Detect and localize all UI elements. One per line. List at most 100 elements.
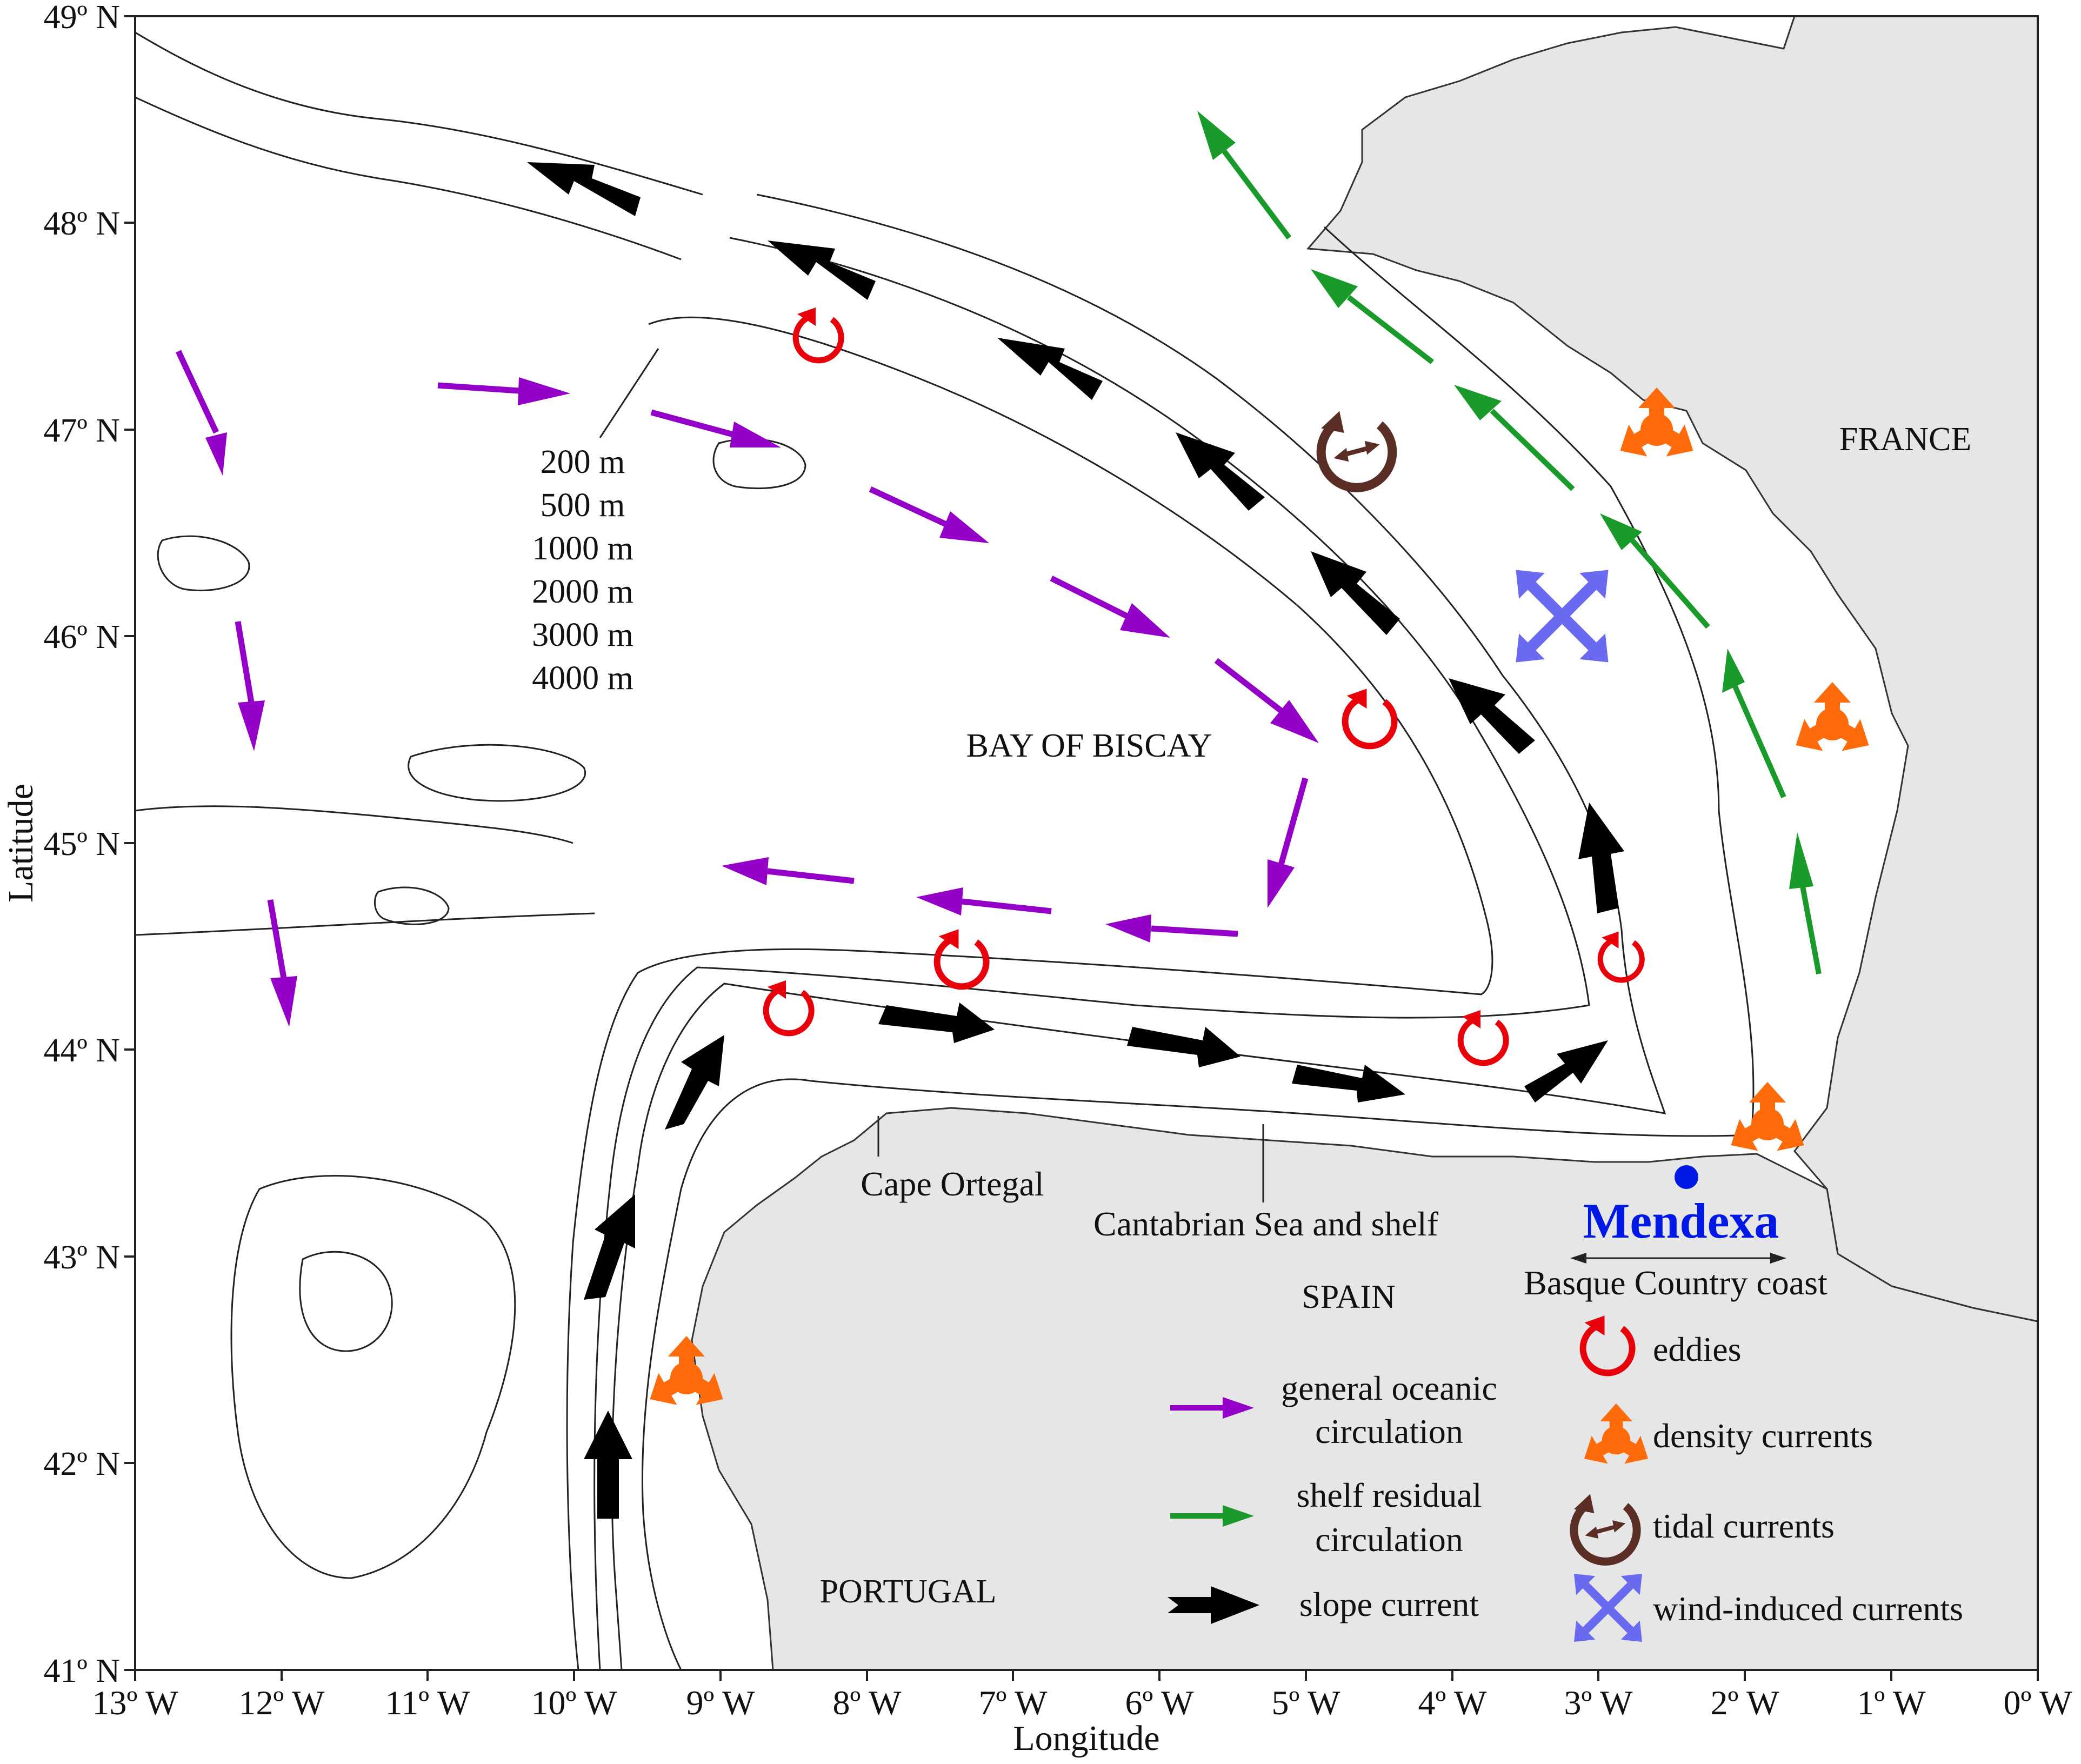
contour-2000m bbox=[566, 316, 1493, 1671]
contour-4000m bbox=[135, 912, 595, 936]
lat-tick-49: 49º N bbox=[44, 0, 121, 36]
oceanic-arrow bbox=[1105, 914, 1238, 943]
oceanic-circulation-arrows bbox=[176, 350, 1319, 1027]
slope-arrow bbox=[997, 338, 1103, 400]
legend-tidal-label: tidal currents bbox=[1653, 1507, 1835, 1545]
slope-arrow bbox=[1127, 1027, 1240, 1067]
lon-tick-12w: 12º W bbox=[238, 1683, 325, 1722]
label-mendexa: Mendexa bbox=[1583, 1193, 1779, 1248]
tidal-icon bbox=[1321, 411, 1392, 488]
legend-wind: wind-induced currents bbox=[1574, 1574, 1963, 1642]
wind-icon bbox=[1516, 570, 1609, 663]
lon-tick-0w: 0º W bbox=[2003, 1683, 2072, 1722]
legend-eddies-label: eddies bbox=[1653, 1330, 1742, 1368]
shelf-arrow bbox=[1722, 649, 1786, 799]
legend-oceanic: general oceanic circulation bbox=[1170, 1369, 1497, 1451]
slope-arrow bbox=[1578, 803, 1624, 913]
slope-arrow bbox=[527, 162, 641, 216]
legend-density-label: density currents bbox=[1653, 1416, 1873, 1455]
oceanic-arrow bbox=[1214, 658, 1319, 743]
legend-shelf-line1: shelf residual bbox=[1297, 1476, 1482, 1514]
lon-tick-5w: 5º W bbox=[1271, 1683, 1340, 1722]
label-cape-ortegal: Cape Ortegal bbox=[861, 1165, 1044, 1203]
slope-arrow bbox=[584, 1411, 632, 1519]
legend-density: density currents bbox=[1578, 1403, 1873, 1473]
shelf-arrow bbox=[1454, 385, 1575, 491]
label-portugal: PORTUGAL bbox=[820, 1573, 997, 1610]
slope-arrow bbox=[878, 1003, 995, 1043]
label-france: FRANCE bbox=[1839, 421, 1972, 458]
lat-tick-42: 42º N bbox=[44, 1446, 121, 1482]
label-basque-coast: Basque Country coast bbox=[1524, 1264, 1827, 1302]
y-axis-title: Latitude bbox=[1, 784, 41, 903]
land-layer bbox=[691, 15, 2039, 1671]
lon-tick-2w: 2º W bbox=[1710, 1683, 1779, 1722]
shelf-arrow bbox=[1600, 513, 1710, 629]
depth-label-200: 200 m bbox=[541, 444, 625, 480]
contour-500m bbox=[611, 193, 1666, 1671]
lon-tick-1w: 1º W bbox=[1857, 1683, 1926, 1722]
label-bay-of-biscay: BAY OF BISCAY bbox=[966, 727, 1212, 764]
contour-north-shelf-2 bbox=[135, 96, 682, 260]
contour-galicia-inner bbox=[299, 1251, 393, 1352]
legend-slope: slope current bbox=[1168, 1585, 1479, 1624]
legend-shelf-line2: circulation bbox=[1315, 1520, 1463, 1559]
shelf-arrow bbox=[1311, 269, 1435, 364]
slope-current-arrows bbox=[527, 162, 1624, 1519]
density-icon bbox=[1789, 682, 1876, 761]
legend-oceanic-line2: circulation bbox=[1315, 1412, 1463, 1451]
legend-tidal: tidal currents bbox=[1574, 1494, 1835, 1561]
slope-arrow bbox=[1311, 551, 1400, 635]
shelf-arrow bbox=[1789, 832, 1822, 974]
lat-tick-46: 46º N bbox=[44, 619, 121, 656]
lon-tick-11w: 11º W bbox=[385, 1683, 470, 1722]
contour-galicia-bank bbox=[230, 1175, 516, 1579]
lon-tick-13w: 13º W bbox=[92, 1683, 178, 1722]
oceanic-arrow bbox=[869, 486, 989, 543]
contour-seamount-center bbox=[408, 744, 586, 802]
oceanic-arrow bbox=[916, 887, 1052, 916]
legend-eddies: eddies bbox=[1583, 1315, 1742, 1373]
lon-tick-3w: 3º W bbox=[1564, 1683, 1633, 1722]
contour-knoll bbox=[712, 438, 806, 490]
lat-tick-41: 41º N bbox=[44, 1653, 121, 1689]
slope-arrow bbox=[1176, 432, 1265, 511]
contour-north-shelf bbox=[135, 31, 703, 196]
basque-coast-extent-arrow bbox=[1570, 1253, 1786, 1264]
oceanic-arrow bbox=[235, 621, 265, 751]
lon-tick-10w: 10º W bbox=[531, 1683, 617, 1722]
oceanic-arrow bbox=[437, 377, 570, 405]
eddy-icon bbox=[1600, 932, 1642, 980]
shelf-circulation-arrows bbox=[1197, 111, 1822, 974]
legend: general oceanic circulation shelf residu… bbox=[1168, 1315, 1963, 1642]
lat-tick-47: 47º N bbox=[44, 412, 121, 449]
label-spain: SPAIN bbox=[1302, 1279, 1395, 1315]
lon-tick-7w: 7º W bbox=[978, 1683, 1048, 1722]
lat-tick-43: 43º N bbox=[44, 1239, 121, 1276]
slope-arrow bbox=[665, 1035, 724, 1130]
lon-axis: 13º W 12º W 11º W 10º W 9º W 8º W 7º W 6… bbox=[92, 1670, 2072, 1722]
contour-seamount-south bbox=[373, 886, 450, 925]
depth-label-500: 500 m bbox=[541, 487, 625, 524]
legend-oceanic-line1: general oceanic bbox=[1281, 1369, 1497, 1407]
lat-tick-45: 45º N bbox=[44, 826, 121, 863]
oceanic-arrow bbox=[267, 899, 297, 1027]
depth-labels: 200 m 500 m 1000 m 2000 m 3000 m 4000 m bbox=[532, 444, 633, 697]
land-france bbox=[1306, 15, 2039, 1322]
eddy-icon bbox=[766, 980, 811, 1033]
label-cantabrian-sea: Cantabrian Sea and shelf bbox=[1093, 1205, 1439, 1243]
slope-arrow bbox=[584, 1194, 635, 1300]
eddy-icon bbox=[1345, 689, 1395, 746]
slope-arrow bbox=[1292, 1065, 1405, 1102]
legend-shelf: shelf residual circulation bbox=[1170, 1476, 1482, 1559]
legend-wind-label: wind-induced currents bbox=[1653, 1589, 1963, 1628]
depth-leader-line bbox=[599, 348, 659, 438]
depth-label-4000: 4000 m bbox=[532, 660, 633, 697]
depth-label-2000: 2000 m bbox=[532, 573, 633, 610]
slope-arrow bbox=[768, 240, 876, 300]
land-iberia bbox=[691, 1107, 2039, 1671]
oceanic-arrow bbox=[650, 409, 781, 447]
lat-tick-44: 44º N bbox=[44, 1032, 121, 1069]
slope-arrow bbox=[1449, 678, 1535, 754]
oceanic-arrow bbox=[1268, 777, 1309, 908]
